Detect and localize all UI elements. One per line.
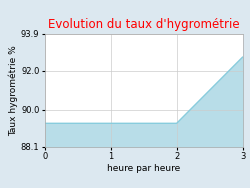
Y-axis label: Taux hygrométrie %: Taux hygrométrie % bbox=[8, 45, 18, 136]
X-axis label: heure par heure: heure par heure bbox=[107, 164, 180, 173]
Title: Evolution du taux d'hygrométrie: Evolution du taux d'hygrométrie bbox=[48, 18, 240, 31]
